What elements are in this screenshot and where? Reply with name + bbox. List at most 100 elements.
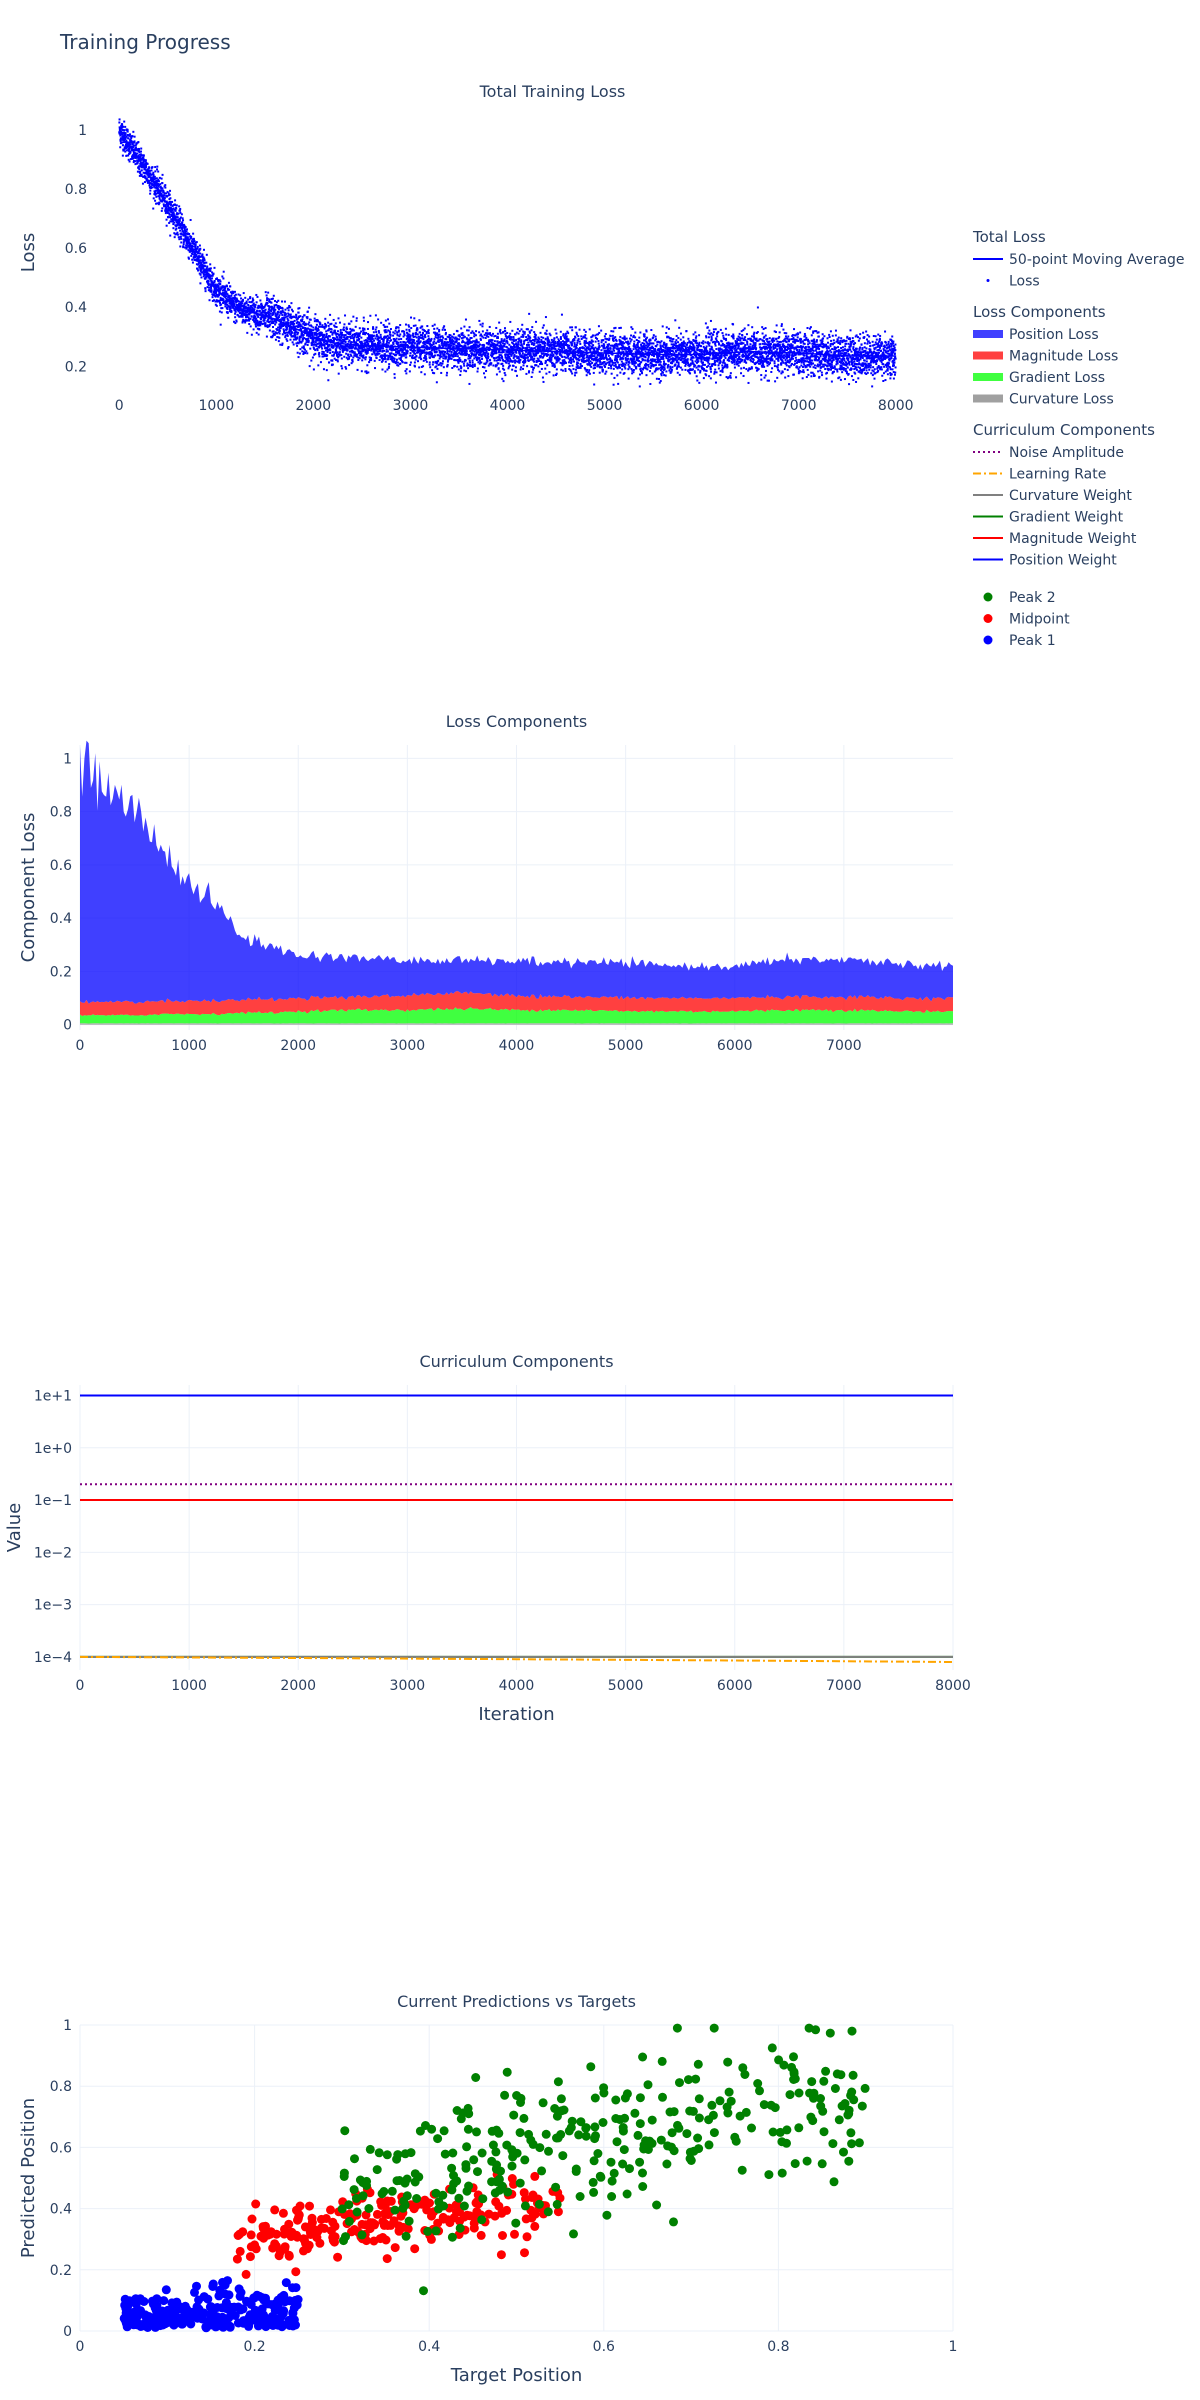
loss-point: [429, 351, 432, 354]
loss-point: [186, 242, 189, 245]
loss-point: [333, 324, 336, 327]
loss-point: [511, 350, 514, 353]
loss-point: [493, 347, 496, 350]
loss-point: [199, 267, 202, 270]
loss-point: [139, 156, 142, 159]
loss-point: [399, 358, 402, 361]
loss-point: [474, 341, 477, 344]
loss-point: [376, 350, 379, 353]
loss-point: [546, 347, 549, 350]
loss-point: [278, 329, 281, 332]
loss-point: [550, 356, 553, 359]
loss-point: [187, 244, 190, 247]
loss-point: [398, 350, 401, 353]
loss-point: [219, 301, 222, 304]
loss-point: [448, 343, 451, 346]
loss-point: [403, 332, 406, 335]
loss-point: [217, 294, 220, 297]
loss-point: [347, 353, 350, 356]
loss-point: [521, 356, 524, 359]
loss-point: [299, 348, 302, 351]
loss-point: [163, 185, 166, 188]
loss-point: [121, 124, 124, 127]
loss-point: [358, 357, 361, 360]
loss-point: [452, 340, 455, 343]
loss-point: [290, 335, 293, 338]
loss-point: [220, 303, 223, 306]
loss-point: [482, 346, 485, 349]
loss-point: [118, 121, 121, 124]
loss-point: [306, 316, 309, 319]
loss-point: [203, 261, 206, 264]
loss-point: [139, 153, 142, 156]
loss-point: [228, 295, 231, 298]
loss-point: [273, 333, 276, 336]
loss-point: [557, 342, 560, 345]
loss-point: [430, 337, 433, 340]
loss-point: [123, 139, 126, 142]
loss-point: [449, 334, 452, 337]
loss-point: [513, 353, 516, 356]
loss-point: [240, 315, 243, 318]
loss-point: [417, 360, 420, 363]
loss-point: [511, 368, 514, 371]
loss-point: [282, 331, 285, 334]
loss-point: [376, 347, 379, 350]
loss-point: [214, 300, 217, 303]
loss-point: [164, 186, 167, 189]
loss-point: [566, 344, 569, 347]
loss-point: [570, 360, 573, 363]
loss-point: [299, 315, 302, 318]
loss-point: [601, 344, 604, 347]
loss-point: [576, 354, 579, 357]
loss-point: [322, 355, 325, 358]
loss-point: [118, 132, 121, 135]
loss-point: [383, 349, 386, 352]
loss-point: [134, 163, 137, 166]
loss-point: [215, 290, 218, 293]
loss-point: [344, 314, 347, 317]
loss-point: [520, 335, 523, 338]
loss-point: [182, 219, 185, 222]
loss-point: [422, 350, 425, 353]
loss-point: [578, 328, 581, 331]
loss-point: [487, 364, 490, 367]
loss-point: [281, 300, 284, 303]
loss-point: [132, 157, 135, 160]
loss-point: [204, 287, 207, 290]
loss-point: [588, 356, 591, 359]
loss-point: [240, 297, 243, 300]
loss-point: [504, 355, 507, 358]
loss-point: [242, 310, 245, 313]
loss-point: [263, 319, 266, 322]
loss-point: [177, 236, 180, 239]
loss-point: [445, 338, 448, 341]
loss-point: [565, 342, 568, 345]
loss-point: [508, 355, 511, 358]
loss-point: [584, 348, 587, 351]
loss-point: [153, 185, 156, 188]
loss-point: [472, 346, 475, 349]
loss-point: [458, 338, 461, 341]
loss-point: [495, 344, 498, 347]
loss-point: [469, 364, 472, 367]
loss-point: [384, 354, 387, 357]
loss-point: [126, 130, 129, 133]
loss-point: [352, 356, 355, 359]
loss-point: [594, 346, 597, 349]
loss-point: [133, 140, 136, 143]
loss-point: [538, 370, 541, 373]
loss-point: [302, 347, 305, 350]
loss-point: [415, 329, 418, 332]
loss-point: [582, 361, 585, 364]
loss-point: [253, 321, 256, 324]
loss-point: [201, 267, 204, 270]
loss-point: [551, 361, 554, 364]
loss-point: [575, 331, 578, 334]
loss-point: [174, 203, 177, 206]
loss-point: [348, 344, 351, 347]
loss-point: [460, 367, 463, 370]
loss-point: [352, 337, 355, 340]
loss-point: [569, 352, 572, 355]
loss-point: [500, 354, 503, 357]
